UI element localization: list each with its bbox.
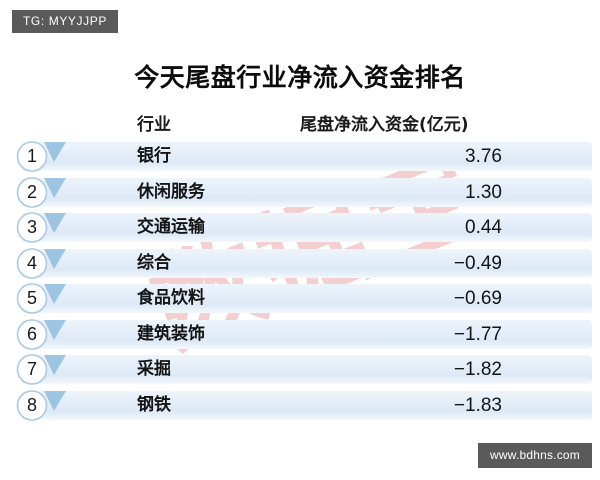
- net-inflow-value: 0.44: [465, 217, 502, 238]
- rank-badge-icon: [14, 282, 74, 315]
- rank-number: 7: [26, 359, 37, 379]
- rank-number: 2: [26, 181, 37, 202]
- table-row: 4 综合 −0.49: [0, 247, 600, 282]
- page-title: 今天尾盘行业净流入资金排名: [134, 63, 466, 92]
- industry-name: 休闲服务: [137, 181, 205, 202]
- net-inflow-value: −1.77: [453, 323, 502, 345]
- industry-name: 采掘: [137, 359, 171, 379]
- net-inflow-value: 3.76: [465, 146, 502, 167]
- row-background-band: [22, 284, 592, 313]
- row-background-band: [22, 248, 592, 278]
- column-header-net-inflow: 尾盘净流入资金(亿元): [300, 115, 469, 135]
- rank-badge-icon: [14, 389, 74, 422]
- table-row: 5 食品饮料 −0.69: [0, 282, 600, 317]
- column-header-industry: 行业: [137, 115, 171, 135]
- rank-badge-icon: [14, 353, 74, 386]
- rank-badge-icon: [14, 176, 74, 209]
- rank-number: 5: [26, 288, 37, 308]
- industry-name: 钢铁: [137, 394, 171, 415]
- industry-name: 综合: [137, 252, 171, 273]
- table-row: 6 建筑装饰 −1.77: [0, 318, 600, 353]
- rank-number: 1: [26, 146, 37, 166]
- table-header-row: 行业 尾盘净流入资金(亿元): [0, 110, 600, 136]
- row-background-band: [22, 390, 592, 420]
- row-background-band: [22, 355, 592, 384]
- rank-number: 6: [26, 323, 37, 344]
- row-background-band: [22, 142, 592, 171]
- industry-name: 食品饮料: [137, 288, 205, 308]
- row-background-band: [22, 319, 592, 349]
- industry-name: 交通运输: [137, 217, 205, 237]
- table-row: 2 休闲服务 1.30: [0, 176, 600, 211]
- net-inflow-value: −0.69: [453, 288, 502, 309]
- table-row: 3 交通运输 0.44: [0, 211, 600, 246]
- net-inflow-value: 1.30: [465, 181, 502, 203]
- table-row: 8 钢铁 −1.83: [0, 389, 600, 424]
- rank-number: 4: [26, 252, 37, 273]
- rank-number: 3: [26, 217, 37, 237]
- net-inflow-value: −0.49: [453, 252, 502, 274]
- table-row: 1 银行 3.76: [0, 140, 600, 175]
- industry-name: 银行: [137, 146, 171, 166]
- industry-name: 建筑装饰: [137, 323, 205, 344]
- tg-handle-badge: TG: MYYJJPP: [12, 10, 118, 33]
- rank-badge-icon: [14, 247, 74, 280]
- table-row: 7 采掘 −1.82: [0, 353, 600, 388]
- rank-badge-icon: [14, 318, 74, 351]
- net-inflow-value: −1.83: [453, 394, 502, 416]
- site-url-badge: www.bdhns.com: [478, 443, 592, 468]
- rank-badge-icon: [14, 211, 74, 244]
- row-background-band: [22, 177, 592, 207]
- net-inflow-value: −1.82: [453, 359, 502, 380]
- rank-badge-icon: [14, 140, 74, 173]
- row-background-band: [22, 213, 592, 242]
- rank-number: 8: [26, 394, 37, 415]
